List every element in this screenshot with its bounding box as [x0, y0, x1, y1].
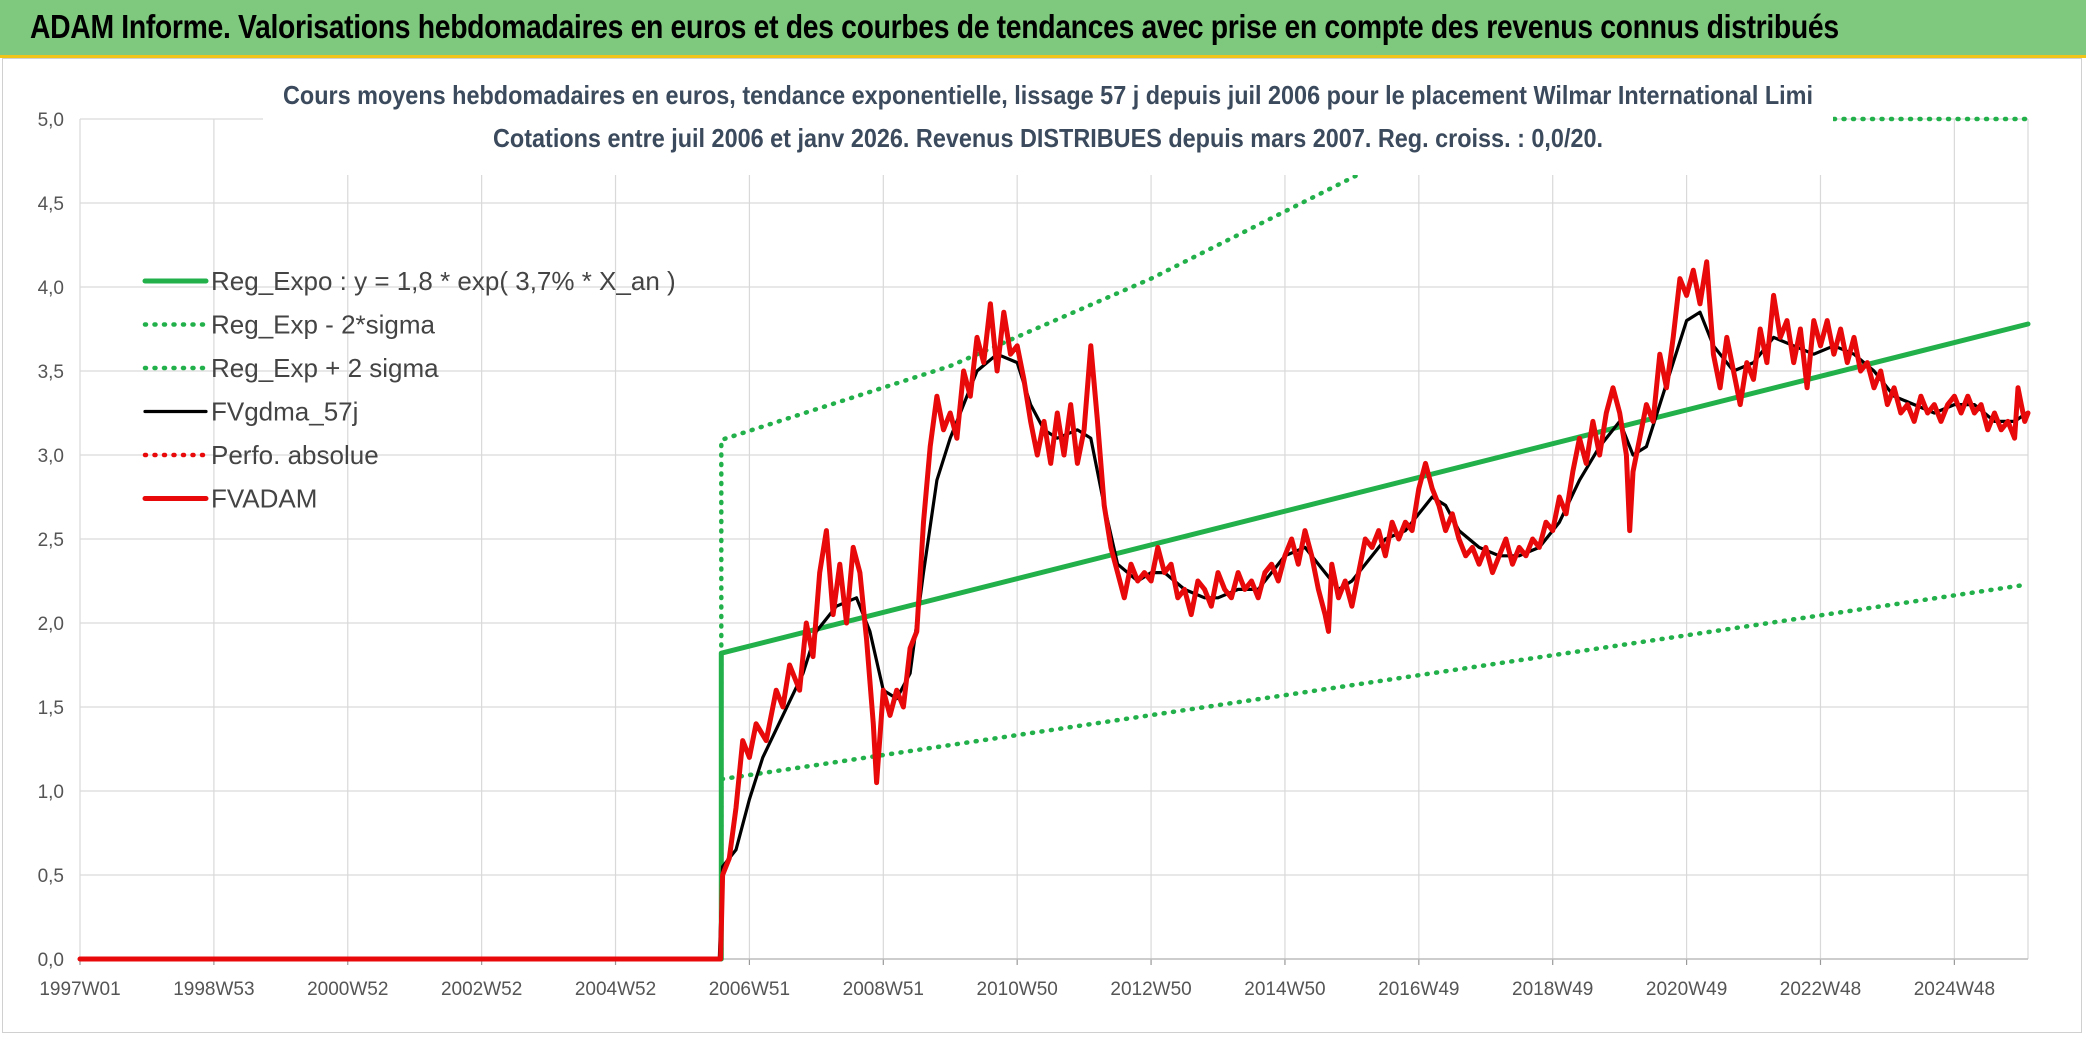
legend: Reg_Expo : y = 1,8 * exp( 3,7% * X_an ) R…: [142, 266, 676, 514]
x-tick-label: 1997W01: [39, 979, 120, 1000]
chart-title-block: Cours moyens hebdomadaires en euros, ten…: [263, 65, 1833, 175]
series: [77, 116, 2031, 962]
legend-label: Reg_Exp - 2*sigma: [211, 310, 436, 340]
y-tick-label: 1,5: [38, 698, 64, 719]
series-line-1: [719, 582, 2031, 962]
y-tick-label: 3,0: [38, 446, 64, 467]
series-line-0: [718, 321, 2031, 962]
legend-label: FVgdma_57j: [211, 397, 358, 427]
y-tick-label: 5,0: [38, 110, 64, 131]
x-tick-label: 2002W52: [441, 979, 522, 1000]
y-tick-label: 0,5: [38, 866, 64, 887]
chart-subtitle: Cotations entre juil 2006 et janv 2026. …: [493, 123, 1603, 153]
y-tick-label: 2,0: [38, 614, 64, 635]
axes: 0,0 0,5 1,0 1,5 2,0 2,5 3,0 3,5 4,0 4,5 5,0 1997W01…: [38, 110, 2028, 1000]
y-tick-label: 4,5: [38, 194, 64, 215]
x-tick-label: 2012W50: [1110, 979, 1191, 1000]
x-tick-label: 2006W51: [709, 979, 790, 1000]
series-line-5: [77, 259, 2031, 962]
x-tick-label: 2022W48: [1780, 979, 1861, 1000]
y-tick-label: 0,0: [38, 950, 64, 971]
y-tick-label: 1,0: [38, 782, 64, 803]
series-line-3: [78, 310, 2029, 961]
x-tick-label: 2008W51: [843, 979, 924, 1000]
y-tick-label: 3,5: [38, 362, 64, 383]
x-tick-label: 2004W52: [575, 979, 656, 1000]
legend-label: Perfo. absolue: [211, 440, 379, 470]
x-tick-label: 2010W50: [977, 979, 1058, 1000]
x-tick-label: 2024W48: [1914, 979, 1995, 1000]
x-tick-label: 2014W50: [1244, 979, 1325, 1000]
report-title: ADAM Informe. Valorisations hebdomadaire…: [30, 8, 1839, 45]
legend-label: FVADAM: [211, 484, 317, 514]
x-tick-label: 2016W49: [1378, 979, 1459, 1000]
legend-label: Reg_Expo : y = 1,8 * exp( 3,7% * X_an ): [211, 266, 676, 296]
x-tick-label: 2000W52: [307, 979, 388, 1000]
chart-area: 0,0 0,5 1,0 1,5 2,0 2,5 3,0 3,5 4,0 4,5 5,0 1997W01…: [2, 58, 2082, 1033]
chart-title-background: [263, 65, 1833, 175]
y-tick-label: 4,0: [38, 278, 64, 299]
trend-chart: 0,0 0,5 1,0 1,5 2,0 2,5 3,0 3,5 4,0 4,5 5,0 1997W01…: [38, 65, 2031, 1000]
legend-label: Reg_Exp + 2 sigma: [211, 353, 439, 383]
x-tick-label: 2018W49: [1512, 979, 1593, 1000]
x-tick-label: 1998W53: [173, 979, 254, 1000]
chart-title: Cours moyens hebdomadaires en euros, ten…: [283, 80, 1813, 110]
x-tick-label: 2020W49: [1646, 979, 1727, 1000]
y-tick-label: 2,5: [38, 530, 64, 551]
grid: [79, 118, 2029, 960]
report-banner: ADAM Informe. Valorisations hebdomadaire…: [0, 0, 2086, 58]
